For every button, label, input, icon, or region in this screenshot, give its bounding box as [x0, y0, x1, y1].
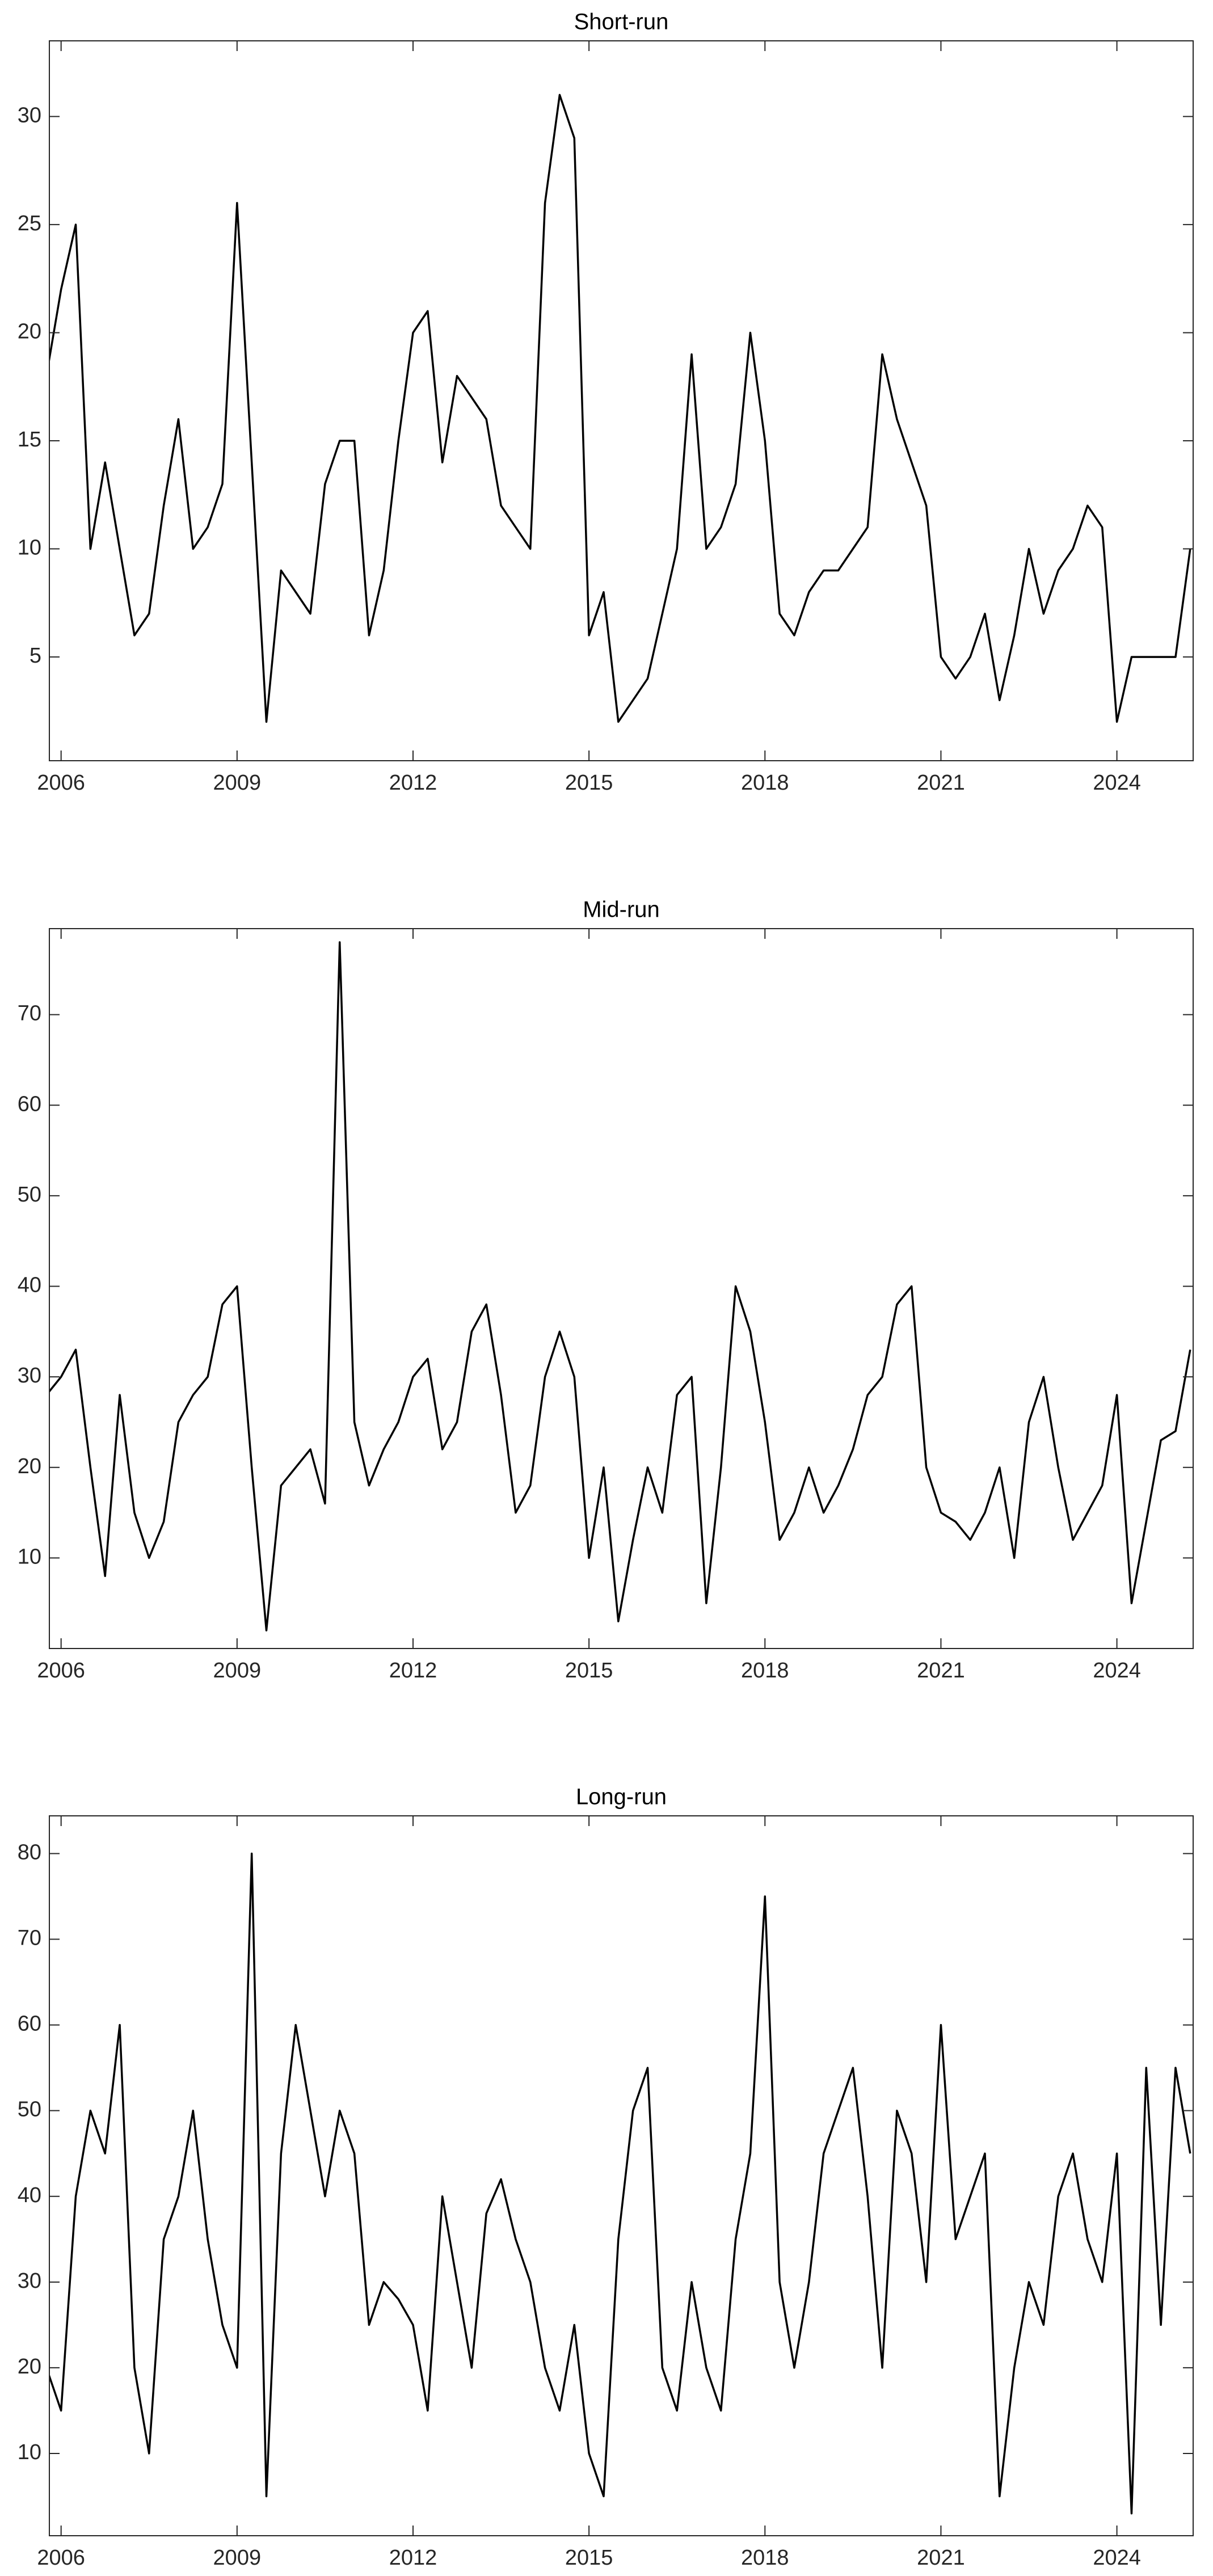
- x-tick-label: 2021: [917, 771, 965, 795]
- y-tick-label: 20: [18, 2355, 41, 2379]
- axes-box: [49, 40, 1194, 761]
- axes-box: [49, 928, 1194, 1649]
- chart-panel: Long-run 10 20 30 40 50 60 70 80 2006 2009 2012 2015…: [18, 1785, 1194, 2570]
- y-tick-label: 60: [18, 2012, 41, 2036]
- y-tick-label: 30: [18, 1364, 41, 1388]
- y-tick-label: 20: [18, 319, 41, 343]
- data-line: [49, 941, 1191, 1631]
- plot-area: [49, 94, 1191, 723]
- data-line: [49, 1852, 1191, 2515]
- x-tick-label: 2021: [917, 2546, 965, 2570]
- y-tick-label: 80: [18, 1841, 41, 1865]
- plot-area: [49, 941, 1191, 1631]
- x-tick-label: 2015: [565, 771, 613, 795]
- y-tick-label: 40: [18, 2183, 41, 2207]
- x-tick-label: 2024: [1093, 2546, 1141, 2570]
- x-tick-label: 2006: [37, 2546, 85, 2570]
- chart-panel: Mid-run 10 20 30 40 50 60 70 2006 2009 2012 2015 201…: [18, 897, 1194, 1683]
- x-tick-label: 2015: [565, 1659, 613, 1683]
- y-tick-label: 15: [18, 428, 41, 452]
- y-tick-label: 25: [18, 212, 41, 235]
- chart-title: Mid-run: [583, 897, 660, 922]
- x-tick-label: 2012: [389, 771, 437, 795]
- x-tick-label: 2012: [389, 1659, 437, 1683]
- x-tick-label: 2009: [213, 2546, 262, 2570]
- x-tick-label: 2024: [1093, 1659, 1141, 1683]
- y-tick-label: 5: [30, 644, 41, 668]
- axes-box: [49, 1815, 1194, 2536]
- y-tick-label: 70: [18, 1002, 41, 1026]
- x-tick-label: 2018: [741, 1659, 789, 1683]
- y-tick-label: 50: [18, 2098, 41, 2122]
- x-tick-label: 2021: [917, 1659, 965, 1683]
- y-tick-label: 10: [18, 536, 41, 560]
- y-tick-label: 30: [18, 103, 41, 127]
- y-tick-label: 10: [18, 1545, 41, 1569]
- y-tick-label: 20: [18, 1454, 41, 1478]
- x-tick-label: 2024: [1093, 771, 1141, 795]
- y-tick-label: 30: [18, 2269, 41, 2293]
- chart-panel: Short-run 5 10 15 20 25 30 2006 2009 2012 2015 2018…: [18, 10, 1194, 795]
- y-tick-label: 70: [18, 1926, 41, 1950]
- x-tick-label: 2018: [741, 2546, 789, 2570]
- plot-area: [49, 1852, 1191, 2515]
- x-tick-label: 2012: [389, 2546, 437, 2570]
- chart-title: Long-run: [576, 1785, 667, 1810]
- chart-title: Short-run: [574, 10, 669, 35]
- x-tick-label: 2006: [37, 1659, 85, 1683]
- y-tick-label: 60: [18, 1092, 41, 1116]
- y-tick-label: 40: [18, 1274, 41, 1297]
- x-tick-label: 2018: [741, 771, 789, 795]
- y-tick-label: 50: [18, 1183, 41, 1207]
- x-tick-label: 2009: [213, 771, 262, 795]
- x-tick-label: 2006: [37, 771, 85, 795]
- data-line: [49, 94, 1191, 723]
- x-tick-label: 2009: [213, 1659, 262, 1683]
- x-tick-label: 2015: [565, 2546, 613, 2570]
- y-tick-label: 10: [18, 2440, 41, 2464]
